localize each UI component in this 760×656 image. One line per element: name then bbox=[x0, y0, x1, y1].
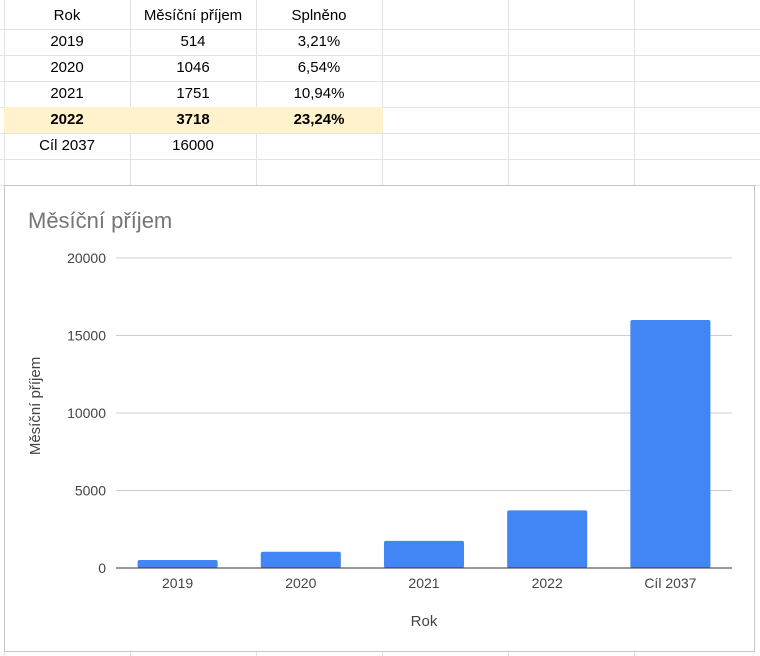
y-tick-label: 20000 bbox=[67, 250, 106, 266]
grid-line bbox=[0, 133, 760, 134]
header-cell-rok[interactable]: Rok bbox=[53, 7, 81, 24]
embedded-chart[interactable]: Měsíční příjem 0 5000 10000 15000 20000 2019 2… bbox=[4, 185, 755, 652]
table-cell[interactable]: 3718 bbox=[176, 111, 210, 128]
bar-2022 bbox=[507, 510, 588, 568]
header-cell-income[interactable]: Měsíční příjem bbox=[143, 7, 243, 24]
table-cell[interactable]: 1046 bbox=[176, 59, 210, 76]
table-cell[interactable]: 1751 bbox=[176, 85, 210, 102]
y-tick-label: 15000 bbox=[67, 328, 106, 344]
grid-line bbox=[0, 81, 760, 82]
table-cell[interactable]: 2021 bbox=[50, 85, 84, 102]
bar-chart-plot: 0 5000 10000 15000 20000 2019 2020 2021 2022 Cíl … bbox=[27, 250, 732, 630]
x-tick-label: Cíl 2037 bbox=[644, 575, 696, 591]
table-cell[interactable]: 6,54% bbox=[297, 59, 341, 76]
table-cell[interactable] bbox=[256, 133, 382, 159]
x-tick-label: 2020 bbox=[285, 575, 316, 591]
x-tick-label: 2019 bbox=[162, 575, 193, 591]
y-tick-label: 10000 bbox=[67, 405, 106, 421]
x-tick-label: 2022 bbox=[532, 575, 563, 591]
table-cell[interactable]: 10,94% bbox=[293, 85, 345, 102]
chart-title: Měsíční příjem bbox=[28, 208, 173, 233]
bar-cíl-2037 bbox=[630, 320, 711, 568]
y-tick-label: 5000 bbox=[75, 483, 106, 499]
table-cell[interactable]: 3,21% bbox=[297, 33, 341, 50]
x-axis-title: Rok bbox=[411, 613, 438, 630]
highlighted-row bbox=[4, 107, 383, 133]
table-cell[interactable]: 514 bbox=[180, 33, 206, 50]
bar-2020 bbox=[260, 551, 341, 568]
table-cell[interactable]: 2020 bbox=[50, 59, 84, 76]
x-tick-label: 2021 bbox=[408, 575, 439, 591]
table-cell[interactable]: 16000 bbox=[172, 137, 214, 154]
table-cell[interactable]: Cíl 2037 bbox=[39, 137, 95, 154]
table-cell[interactable]: 2019 bbox=[50, 33, 84, 50]
grid-line bbox=[0, 55, 760, 56]
y-tick-label: 0 bbox=[98, 560, 106, 576]
bar-2021 bbox=[383, 540, 465, 568]
header-cell-completed[interactable]: Splněno bbox=[291, 7, 347, 24]
table-cell[interactable]: 2022 bbox=[50, 111, 84, 128]
table-cell[interactable]: 23,24% bbox=[293, 111, 345, 128]
y-axis-title: Měsíční příjem bbox=[27, 357, 44, 455]
bar-2019 bbox=[137, 560, 218, 568]
grid-line bbox=[0, 29, 760, 30]
grid-line bbox=[0, 159, 760, 160]
